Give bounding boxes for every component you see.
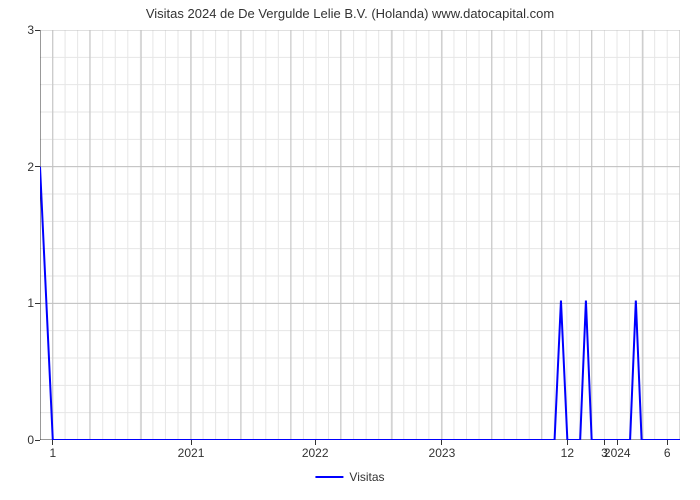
x-tick-mark xyxy=(315,440,316,445)
y-tick-label: 3 xyxy=(27,23,34,37)
x-tick-mark xyxy=(667,440,668,445)
chart-container: Visitas 2024 de De Vergulde Lelie B.V. (… xyxy=(0,0,700,500)
y-tick-mark xyxy=(35,440,40,441)
legend: Visitas xyxy=(315,470,384,484)
x-tick-label: 2024 xyxy=(604,446,631,460)
x-tick-label: 1 xyxy=(49,446,56,460)
y-tick-mark xyxy=(35,166,40,167)
x-tick-label: 6 xyxy=(664,446,671,460)
y-tick-mark xyxy=(35,30,40,31)
legend-label: Visitas xyxy=(349,470,384,484)
x-tick-mark xyxy=(52,440,53,445)
x-tick-label: 12 xyxy=(561,446,574,460)
chart-svg xyxy=(40,30,680,440)
y-tick-label: 0 xyxy=(27,433,34,447)
x-tick-mark xyxy=(567,440,568,445)
x-tick-mark xyxy=(441,440,442,445)
legend-line-swatch xyxy=(315,476,343,478)
y-tick-label: 2 xyxy=(27,160,34,174)
x-tick-mark xyxy=(617,440,618,445)
x-tick-mark xyxy=(191,440,192,445)
x-tick-label: 2023 xyxy=(429,446,456,460)
x-tick-label: 2021 xyxy=(178,446,205,460)
chart-title: Visitas 2024 de De Vergulde Lelie B.V. (… xyxy=(0,6,700,21)
y-tick-label: 1 xyxy=(27,296,34,310)
y-tick-mark xyxy=(35,303,40,304)
x-tick-mark xyxy=(604,440,605,445)
x-tick-label: 2022 xyxy=(302,446,329,460)
plot-area: 0123120212022202312362024 xyxy=(40,30,680,440)
